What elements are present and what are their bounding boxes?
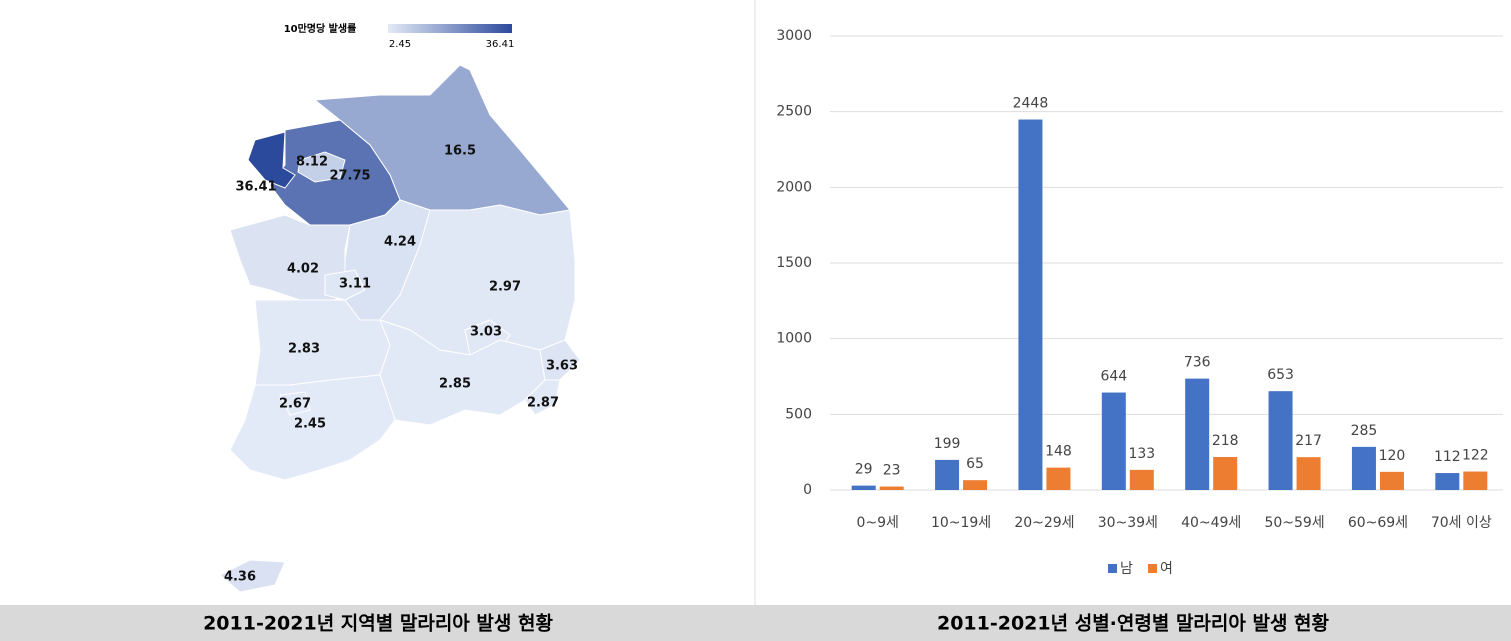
legend-min: 2.45 xyxy=(389,39,411,50)
legend-label: 남 xyxy=(1120,561,1133,577)
region-label: 2.97 xyxy=(489,280,521,295)
region-label: 2.87 xyxy=(527,396,559,411)
bar xyxy=(1046,467,1071,490)
region-label: 27.75 xyxy=(329,169,370,184)
y-tick-label: 0 xyxy=(803,482,812,498)
y-tick-label: 1000 xyxy=(776,331,812,347)
bar xyxy=(879,486,904,490)
bar xyxy=(1213,457,1238,490)
value-label: 29 xyxy=(855,462,873,478)
region xyxy=(279,391,311,416)
region-label: 2.85 xyxy=(439,377,471,392)
caption-bar xyxy=(0,605,1511,641)
y-tick-label: 2000 xyxy=(776,179,812,195)
y-tick-label: 2500 xyxy=(776,104,812,120)
value-label: 218 xyxy=(1212,433,1239,449)
value-label: 65 xyxy=(966,456,984,472)
value-label: 23 xyxy=(883,463,901,479)
region xyxy=(524,379,561,416)
y-tick-label: 1500 xyxy=(776,255,812,271)
x-tick-label: 60~69세 xyxy=(1348,515,1408,531)
legend-label: 여 xyxy=(1160,561,1173,577)
region xyxy=(247,131,296,189)
value-label: 285 xyxy=(1351,423,1378,439)
caption: 2011-2021년 지역별 말라리아 발생 현황 xyxy=(203,612,553,635)
bar xyxy=(1129,469,1154,490)
bar xyxy=(963,480,988,490)
region-label: 4.36 xyxy=(224,570,256,585)
bar xyxy=(1018,119,1043,490)
bar xyxy=(1463,471,1488,490)
x-tick-label: 0~9세 xyxy=(856,515,898,531)
region-label: 2.67 xyxy=(279,397,311,412)
value-label: 736 xyxy=(1184,355,1211,371)
bar xyxy=(1351,446,1376,490)
bar xyxy=(1185,378,1210,490)
x-tick-label: 50~59세 xyxy=(1264,515,1324,531)
bar xyxy=(851,485,876,490)
x-tick-label: 20~29세 xyxy=(1014,515,1074,531)
region-label: 3.03 xyxy=(470,325,502,340)
region-label: 16.5 xyxy=(444,144,476,159)
region xyxy=(539,339,581,381)
legend-swatch xyxy=(1148,564,1157,573)
bar xyxy=(1379,471,1404,490)
value-label: 644 xyxy=(1100,369,1127,385)
region xyxy=(229,374,396,481)
y-tick-label: 500 xyxy=(785,406,812,422)
y-tick-label: 3000 xyxy=(776,28,812,44)
region-label: 2.45 xyxy=(294,417,326,432)
x-tick-label: 40~49세 xyxy=(1181,515,1241,531)
value-label: 112 xyxy=(1434,449,1461,465)
bar xyxy=(1101,392,1126,490)
region xyxy=(324,269,366,301)
region xyxy=(219,559,286,593)
x-tick-label: 70세 이상 xyxy=(1431,515,1492,531)
region-label: 4.02 xyxy=(287,262,319,277)
bar xyxy=(1435,473,1460,490)
legend-swatch xyxy=(1108,564,1117,573)
value-label: 2448 xyxy=(1013,96,1049,112)
legend-title: 10만명당 발생률 xyxy=(284,22,357,35)
region-label: 4.24 xyxy=(384,235,416,250)
bar xyxy=(935,459,960,490)
value-label: 148 xyxy=(1045,444,1072,460)
region-label: 8.12 xyxy=(296,155,328,170)
region-label: 36.41 xyxy=(235,180,276,195)
region-label: 3.63 xyxy=(546,359,578,374)
value-label: 122 xyxy=(1462,448,1489,464)
color-scale xyxy=(388,24,512,33)
x-tick-label: 10~19세 xyxy=(931,515,991,531)
region xyxy=(297,151,346,183)
map: 36.41 8.12 27.75 16.5 4.24 4.02 3.11 2.9… xyxy=(219,64,581,593)
value-label: 653 xyxy=(1267,367,1294,383)
x-tick-label: 30~39세 xyxy=(1098,515,1158,531)
value-label: 199 xyxy=(934,436,961,452)
legend-max: 36.41 xyxy=(486,39,515,50)
value-label: 217 xyxy=(1295,433,1322,449)
value-label: 133 xyxy=(1128,446,1155,462)
caption: 2011-2021년 성별·연령별 말라리아 발생 현황 xyxy=(937,612,1330,635)
bar xyxy=(1296,457,1321,490)
region-label: 2.83 xyxy=(288,342,320,357)
value-label: 120 xyxy=(1379,448,1406,464)
bar xyxy=(1268,391,1293,490)
region-label: 3.11 xyxy=(339,277,371,292)
